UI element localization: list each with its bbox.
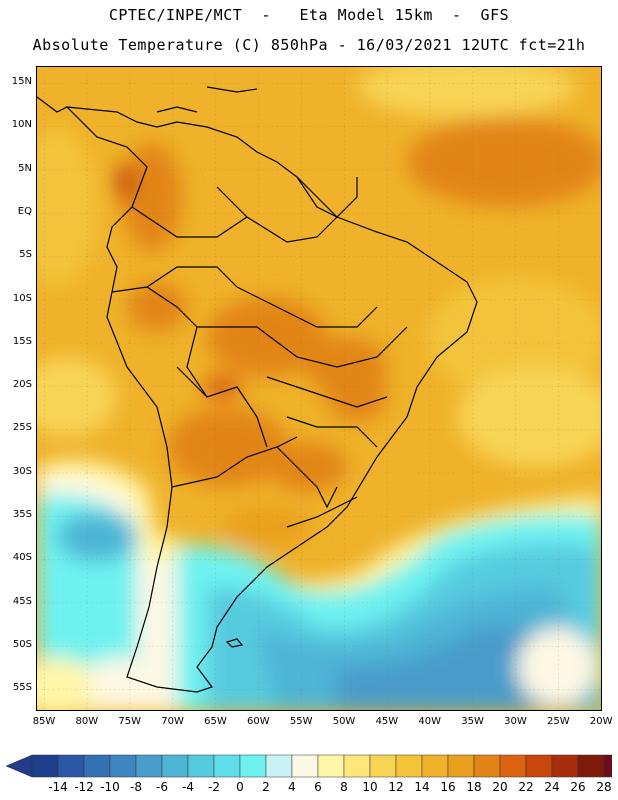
border-ecuador-peru (111, 266, 238, 293)
colorbar-swatch (317, 754, 345, 778)
lat-label: 45S (12, 595, 32, 607)
map-title: CPTEC/INPE/MCT - Eta Model 15km - GFS (108, 6, 510, 24)
colorbar-swatch (213, 754, 241, 778)
lon-label: 50W (332, 716, 356, 727)
colorbar-low-arrow (6, 754, 33, 778)
colorbar-label: 14 (414, 780, 430, 794)
lon-label: 85W (32, 716, 56, 727)
south-america-coast (65, 106, 478, 693)
colorbar-label: -14 (48, 780, 68, 794)
colorbar-label: -2 (208, 780, 220, 794)
colorbar-swatch (83, 754, 111, 778)
lon-label: 30W (504, 716, 527, 727)
lat-label: 10S (12, 292, 32, 304)
lat-label: 50S (12, 638, 32, 650)
lat-label: 5S (19, 249, 32, 261)
colorbar-label: 26 (570, 780, 586, 794)
colorbar-label: 12 (388, 780, 404, 794)
colorbar-swatch (343, 754, 371, 778)
lon-label: 55W (289, 716, 313, 727)
lon-label: 40W (418, 716, 442, 727)
lon-label: 35W (461, 716, 484, 727)
colorbar-swatch (525, 754, 553, 778)
colorbar-swatch (603, 754, 612, 778)
border-colombia (131, 206, 248, 238)
border-uruguay (286, 496, 358, 528)
lat-label: 35S (12, 509, 32, 520)
lon-label: 20W (589, 716, 613, 727)
border-argentina-north (171, 436, 298, 488)
colorbar-swatch (161, 754, 189, 778)
lon-label: 60W (246, 716, 270, 727)
lat-label: 30S (12, 465, 32, 477)
border-guianas (296, 176, 358, 218)
colorbar-label: -12 (74, 780, 94, 794)
colorbar-label: 24 (544, 780, 560, 794)
colorbar-label: 18 (466, 780, 482, 794)
colorbar-label: -8 (130, 780, 142, 794)
colorbar-swatch (369, 754, 397, 778)
colorbar-label: 10 (362, 780, 378, 794)
falkland-islands (225, 638, 244, 648)
colorbar-swatch (499, 754, 527, 778)
colorbar-swatch (31, 754, 59, 778)
caribbean-islands (206, 86, 258, 93)
lat-label: 10N (11, 119, 32, 131)
lat-label: EQ (17, 205, 32, 217)
colorbar-swatch (291, 754, 319, 778)
colorbar-label: 28 (596, 780, 612, 794)
temperature-map (36, 66, 602, 711)
colorbar-label: -10 (100, 780, 120, 794)
colorbar-swatch (421, 754, 449, 778)
colorbar-swatch (577, 754, 605, 778)
colorbar-swatch (447, 754, 475, 778)
central-america (37, 96, 68, 113)
border-brazil-states-2 (197, 326, 408, 368)
colorbar-label: 4 (288, 780, 296, 794)
lon-label: 65W (204, 716, 227, 727)
lat-label: 15N (11, 76, 32, 87)
lon-label: 25W (547, 716, 570, 727)
colorbar-label: 6 (314, 780, 322, 794)
map-canvas (37, 67, 601, 710)
colorbar-swatch (473, 754, 501, 778)
lat-label: 40S (12, 552, 32, 564)
caribbean-coast (156, 106, 198, 113)
lon-label: 45W (375, 716, 399, 727)
coastlines (37, 86, 478, 693)
colorbar-label: -4 (182, 780, 194, 794)
colorbar-swatch (551, 754, 579, 778)
lon-label: 80W (75, 716, 99, 727)
border-bolivia (176, 366, 268, 448)
colorbar-label: 2 (262, 780, 270, 794)
colorbar-swatch (57, 754, 85, 778)
colorbar-swatch (239, 754, 267, 778)
colorbar-label: 22 (518, 780, 534, 794)
colorbar (6, 754, 612, 778)
colorbar-label: 20 (492, 780, 508, 794)
border-venezuela-brazil (216, 186, 338, 243)
colorbar-label: 0 (236, 780, 244, 794)
lat-label: 15S (12, 335, 32, 347)
lat-label: 25S (12, 422, 32, 434)
colorbar-swatch (109, 754, 137, 778)
colorbar-swatch (135, 754, 163, 778)
lat-label: 20S (12, 379, 32, 391)
colorbar-swatch (395, 754, 423, 778)
colorbar-label: -6 (156, 780, 168, 794)
colorbar-swatch (265, 754, 293, 778)
lon-label: 75W (118, 716, 142, 727)
border-brazil-states-4 (286, 416, 378, 448)
map-subtitle: Absolute Temperature (C) 850hPa - 16/03/… (32, 36, 586, 54)
colorbar-label: 16 (440, 780, 456, 794)
border-brazil-states-3 (266, 376, 388, 408)
border-brazil-states (236, 286, 378, 328)
lat-lon-grid (37, 67, 601, 710)
lat-label: 55S (12, 682, 32, 694)
colorbar-swatch (187, 754, 215, 778)
colorbar-label: 8 (340, 780, 348, 794)
lat-label: 5N (18, 162, 32, 174)
border-paraguay (276, 446, 338, 509)
lon-label: 70W (161, 716, 184, 727)
